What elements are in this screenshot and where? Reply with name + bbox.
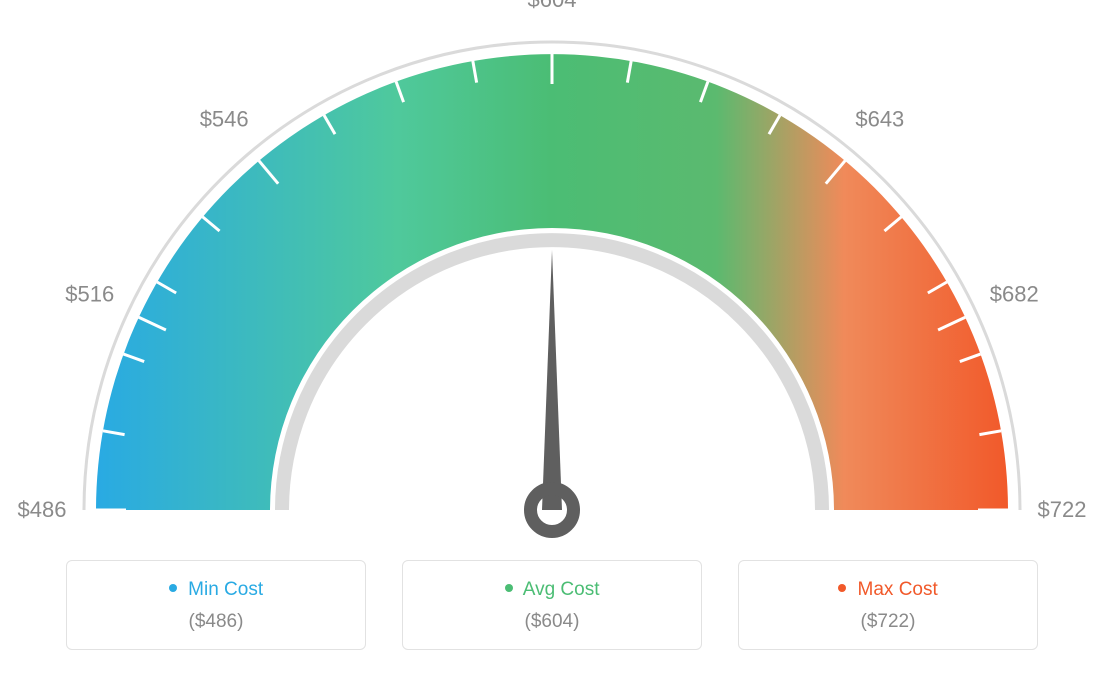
dot-max: [838, 584, 846, 592]
svg-text:$516: $516: [65, 281, 114, 306]
legend-min-title: Min Cost: [77, 579, 355, 601]
legend-avg-label: Avg Cost: [523, 579, 600, 600]
svg-text:$643: $643: [855, 106, 904, 131]
svg-text:$486: $486: [18, 497, 67, 522]
dot-avg: [505, 584, 513, 592]
legend-min-label: Min Cost: [188, 579, 263, 600]
legend-max: Max Cost ($722): [738, 560, 1038, 650]
legend-min: Min Cost ($486): [66, 560, 366, 650]
svg-text:$722: $722: [1038, 497, 1087, 522]
legend-avg: Avg Cost ($604): [402, 560, 702, 650]
legend-max-label: Max Cost: [858, 579, 938, 600]
svg-text:$604: $604: [528, 0, 577, 12]
svg-text:$546: $546: [200, 106, 249, 131]
dot-min: [169, 584, 177, 592]
gauge-svg: $486 $516 $546 $604 $643 $682 $722: [0, 0, 1104, 560]
legend-min-value: ($486): [77, 611, 355, 633]
legend-avg-title: Avg Cost: [413, 579, 691, 601]
legend-avg-value: ($604): [413, 611, 691, 633]
cost-gauge: $486 $516 $546 $604 $643 $682 $722: [0, 0, 1104, 560]
legend-max-title: Max Cost: [749, 579, 1027, 601]
legend-row: Min Cost ($486) Avg Cost ($604) Max Cost…: [0, 560, 1104, 650]
legend-max-value: ($722): [749, 611, 1027, 633]
svg-text:$682: $682: [990, 281, 1039, 306]
